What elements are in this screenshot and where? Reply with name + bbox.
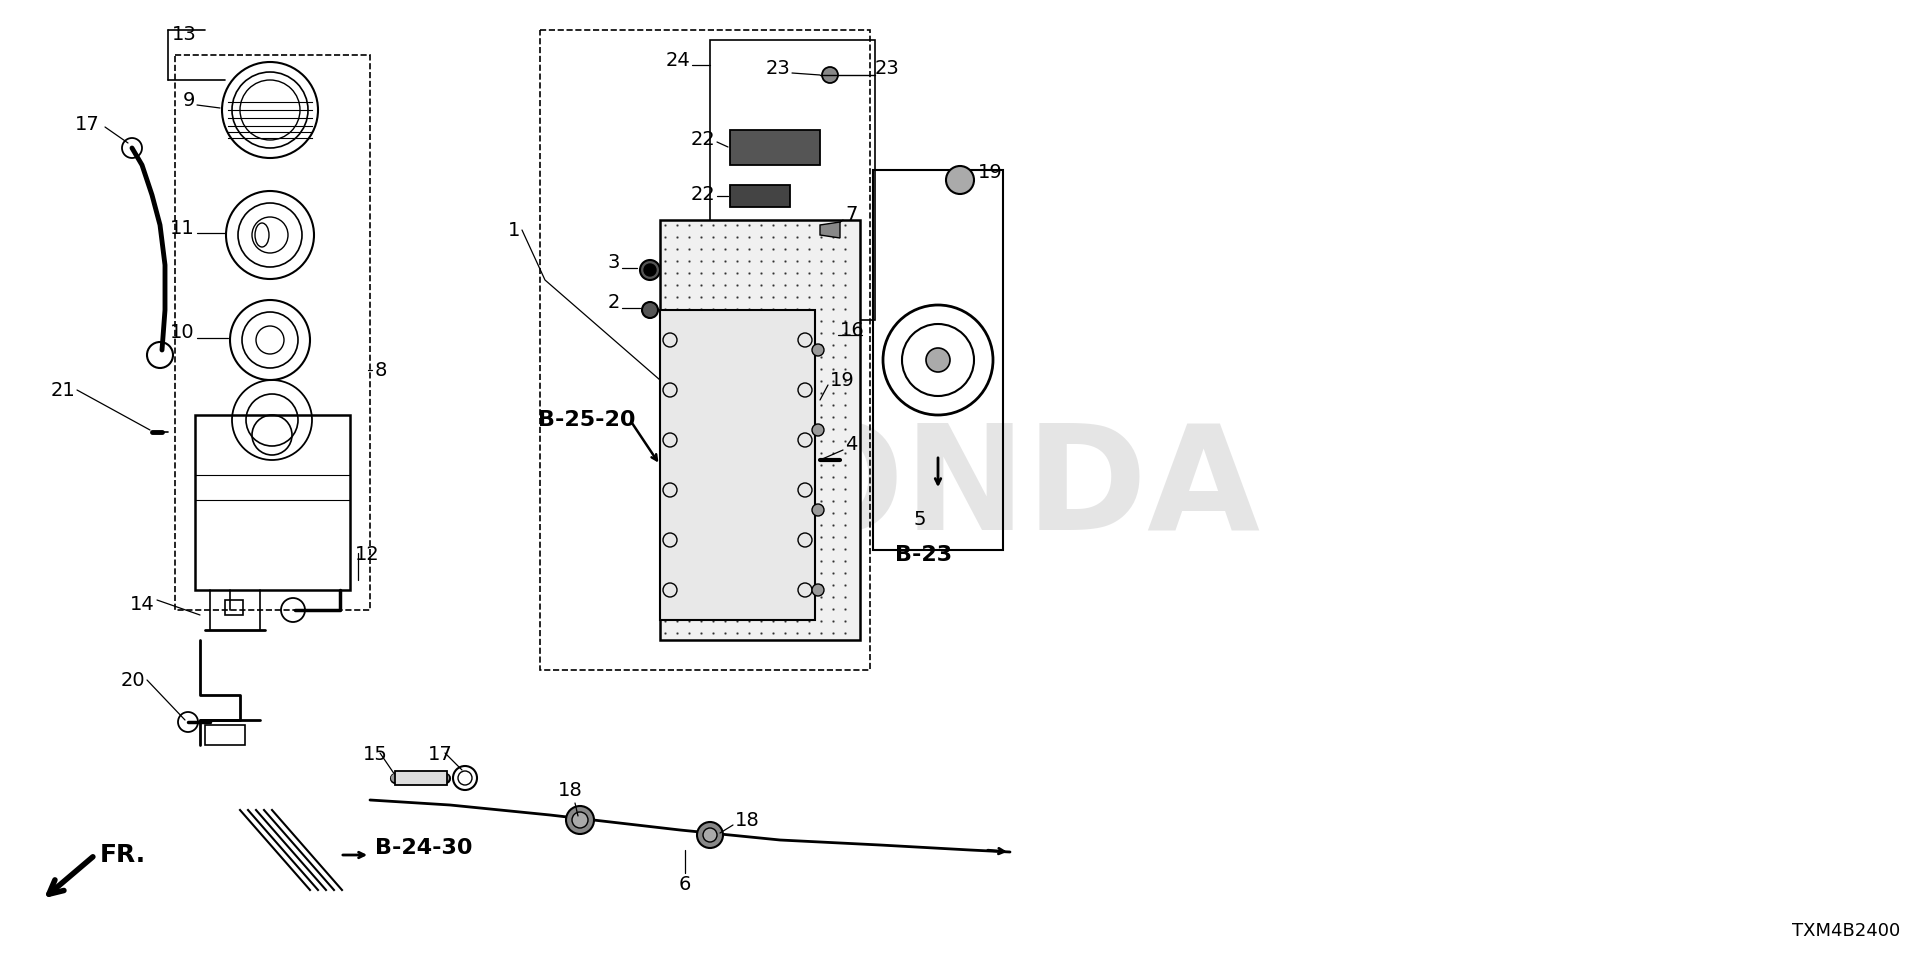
Text: 7: 7: [845, 205, 858, 225]
Bar: [196, 415, 349, 590]
Bar: [396, 771, 447, 785]
Text: 2: 2: [607, 294, 620, 313]
Bar: [874, 170, 1002, 550]
Text: 16: 16: [841, 321, 864, 340]
Text: 12: 12: [355, 545, 380, 564]
Bar: [730, 185, 789, 207]
Bar: [660, 220, 860, 640]
Bar: [710, 40, 876, 320]
Bar: [225, 600, 244, 615]
Text: B-24-30: B-24-30: [374, 838, 472, 858]
Polygon shape: [820, 222, 841, 238]
Text: 22: 22: [691, 185, 714, 204]
Text: TXM4B2400: TXM4B2400: [1791, 922, 1901, 940]
Circle shape: [643, 264, 657, 276]
Text: 1: 1: [507, 221, 520, 239]
Circle shape: [812, 584, 824, 596]
Bar: [175, 55, 371, 610]
Text: 15: 15: [363, 745, 388, 764]
Text: 8: 8: [374, 361, 388, 379]
Text: 5: 5: [914, 510, 925, 529]
Text: 17: 17: [428, 745, 453, 764]
Text: 18: 18: [557, 781, 582, 800]
Circle shape: [641, 302, 659, 318]
Text: B-23: B-23: [895, 545, 952, 565]
Bar: [540, 30, 870, 670]
Circle shape: [639, 260, 660, 280]
Circle shape: [947, 166, 973, 194]
Text: 10: 10: [171, 324, 196, 343]
Text: 22: 22: [691, 130, 714, 149]
Text: 17: 17: [75, 115, 100, 134]
Text: 19: 19: [977, 163, 1002, 182]
Text: 4: 4: [845, 436, 858, 454]
Bar: [730, 130, 820, 165]
Text: 21: 21: [50, 380, 75, 399]
Text: 14: 14: [131, 595, 156, 614]
Bar: [205, 725, 246, 745]
Circle shape: [697, 822, 724, 848]
Text: 24: 24: [664, 51, 689, 69]
Circle shape: [822, 67, 837, 83]
Text: B-25-20: B-25-20: [538, 410, 636, 430]
Text: 11: 11: [171, 219, 196, 237]
Text: HONDA: HONDA: [659, 420, 1261, 561]
Circle shape: [925, 348, 950, 372]
Circle shape: [812, 504, 824, 516]
Circle shape: [812, 344, 824, 356]
Text: 18: 18: [735, 810, 760, 829]
Text: 23: 23: [876, 59, 900, 78]
Circle shape: [703, 828, 716, 842]
Circle shape: [812, 424, 824, 436]
Text: 19: 19: [829, 371, 854, 390]
Text: 20: 20: [121, 670, 146, 689]
Circle shape: [566, 806, 593, 834]
Text: FR.: FR.: [100, 843, 146, 867]
Text: 6: 6: [680, 875, 691, 894]
Bar: [660, 310, 814, 620]
Text: 13: 13: [173, 25, 196, 44]
Text: 3: 3: [607, 253, 620, 273]
Text: 23: 23: [766, 59, 789, 78]
Circle shape: [572, 812, 588, 828]
Text: 9: 9: [182, 90, 196, 109]
